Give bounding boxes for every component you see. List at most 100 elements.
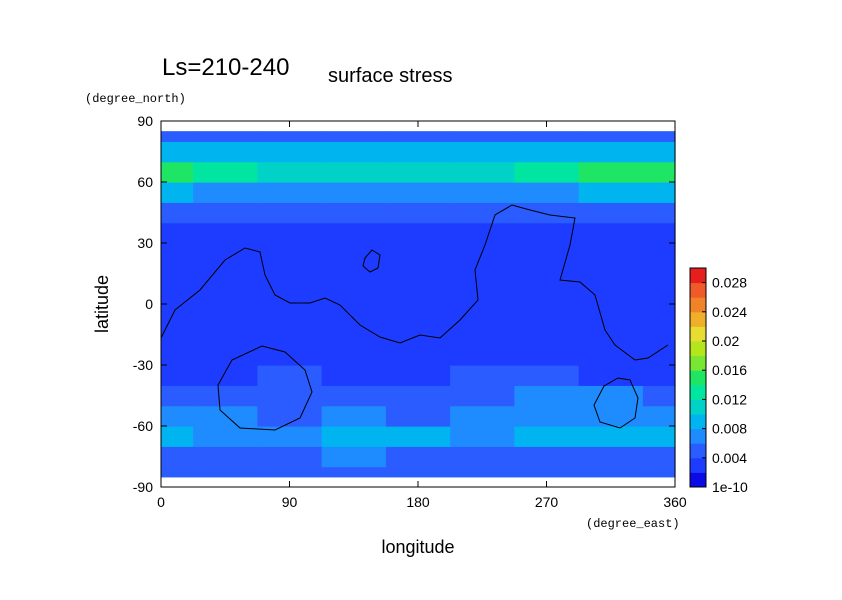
field-cell xyxy=(321,283,387,305)
field-cell xyxy=(642,304,676,325)
field-cell xyxy=(642,466,676,478)
field-cell xyxy=(321,161,387,183)
field-cell xyxy=(321,263,387,285)
field-cell xyxy=(193,263,258,285)
field-cell xyxy=(642,131,676,142)
field-cell xyxy=(642,365,676,386)
field-cell xyxy=(578,446,644,468)
field-cell xyxy=(321,182,387,203)
colorbar-tick-label: 0.02 xyxy=(712,333,739,349)
colorbar-band xyxy=(690,399,706,415)
field-cell xyxy=(450,304,515,325)
field-cell xyxy=(385,466,451,478)
field-cell xyxy=(450,466,515,478)
field-cell xyxy=(321,324,387,346)
field-cell xyxy=(578,131,644,142)
field-cell xyxy=(257,304,323,325)
colorbar-band xyxy=(690,341,706,357)
coastline xyxy=(362,249,381,273)
x-unit: (degree_east) xyxy=(586,517,680,531)
field-cell xyxy=(450,405,515,427)
field-cell xyxy=(385,243,451,264)
field-cell xyxy=(385,344,451,366)
field-cell xyxy=(514,466,580,478)
field-cell xyxy=(450,222,515,244)
field-cell xyxy=(578,283,644,305)
field-cell xyxy=(450,283,515,305)
y-tick-label: 60 xyxy=(137,174,153,190)
field-cell xyxy=(161,182,194,203)
y-tick-label: -60 xyxy=(133,418,153,434)
colorbar-band xyxy=(690,355,706,371)
field-cell xyxy=(161,222,194,244)
field-cell xyxy=(193,446,258,468)
field-cell xyxy=(321,466,387,478)
field-cell xyxy=(257,324,323,346)
field-cell xyxy=(514,222,580,244)
field-cell xyxy=(578,243,644,264)
field-cell xyxy=(578,405,644,427)
field-cell xyxy=(257,446,323,468)
field-cell xyxy=(514,304,580,325)
field-cell xyxy=(514,131,580,142)
field-cell xyxy=(450,182,515,203)
field-cell xyxy=(385,263,451,285)
field-cell xyxy=(193,222,258,244)
field-cell xyxy=(578,202,644,224)
field-cell xyxy=(193,405,258,427)
colorbar-band xyxy=(690,457,706,473)
field-cell xyxy=(193,365,258,386)
field-cell xyxy=(450,344,515,366)
field-cell xyxy=(450,365,515,386)
field-cell xyxy=(450,202,515,224)
field-cell xyxy=(385,324,451,346)
field-cell xyxy=(193,182,258,203)
field-cell xyxy=(514,324,580,346)
field-cell xyxy=(161,446,194,468)
field-cell xyxy=(161,263,194,285)
field-cell xyxy=(514,344,580,366)
field-cell xyxy=(321,304,387,325)
field-cell xyxy=(161,304,194,325)
colorbar-frame xyxy=(689,267,707,488)
colorbar-band xyxy=(690,282,706,298)
field-cell xyxy=(257,283,323,305)
field-cell xyxy=(578,324,644,346)
field-cell xyxy=(257,161,323,183)
x-tick-label: 180 xyxy=(406,494,430,510)
colorbar-band xyxy=(690,326,706,342)
field-cell xyxy=(321,222,387,244)
field-cell xyxy=(257,344,323,366)
y-tick-label: 30 xyxy=(137,235,153,251)
colorbar-band xyxy=(690,384,706,400)
field-cell xyxy=(161,385,194,407)
field-cell xyxy=(642,426,676,447)
y-unit: (degree_north) xyxy=(85,92,186,106)
field-cell xyxy=(161,466,194,478)
colorbar-band xyxy=(690,414,706,430)
field-cell xyxy=(161,365,194,386)
field-cell xyxy=(578,365,644,386)
colorbar-band xyxy=(690,428,706,444)
field-cell xyxy=(578,182,644,203)
field-cell xyxy=(642,161,676,183)
field-cell xyxy=(642,344,676,366)
colorbar-band xyxy=(690,370,706,386)
colorbar-tick-label: 0.028 xyxy=(712,275,747,291)
field-cell xyxy=(578,304,644,325)
field-cell xyxy=(257,141,323,163)
field-cell xyxy=(385,161,451,183)
field-cell xyxy=(257,263,323,285)
field-cell xyxy=(257,405,323,427)
x-tick-label: 360 xyxy=(663,494,687,510)
x-tick-label: 270 xyxy=(535,494,559,510)
field-cell xyxy=(578,344,644,366)
field-cell xyxy=(257,182,323,203)
field-cell xyxy=(385,131,451,142)
field-cell xyxy=(450,161,515,183)
field-cell xyxy=(642,324,676,346)
colorbar-tick-label: 0.016 xyxy=(712,362,747,378)
field-cell xyxy=(257,131,323,142)
field-cell xyxy=(642,385,676,407)
field-cell xyxy=(514,385,580,407)
